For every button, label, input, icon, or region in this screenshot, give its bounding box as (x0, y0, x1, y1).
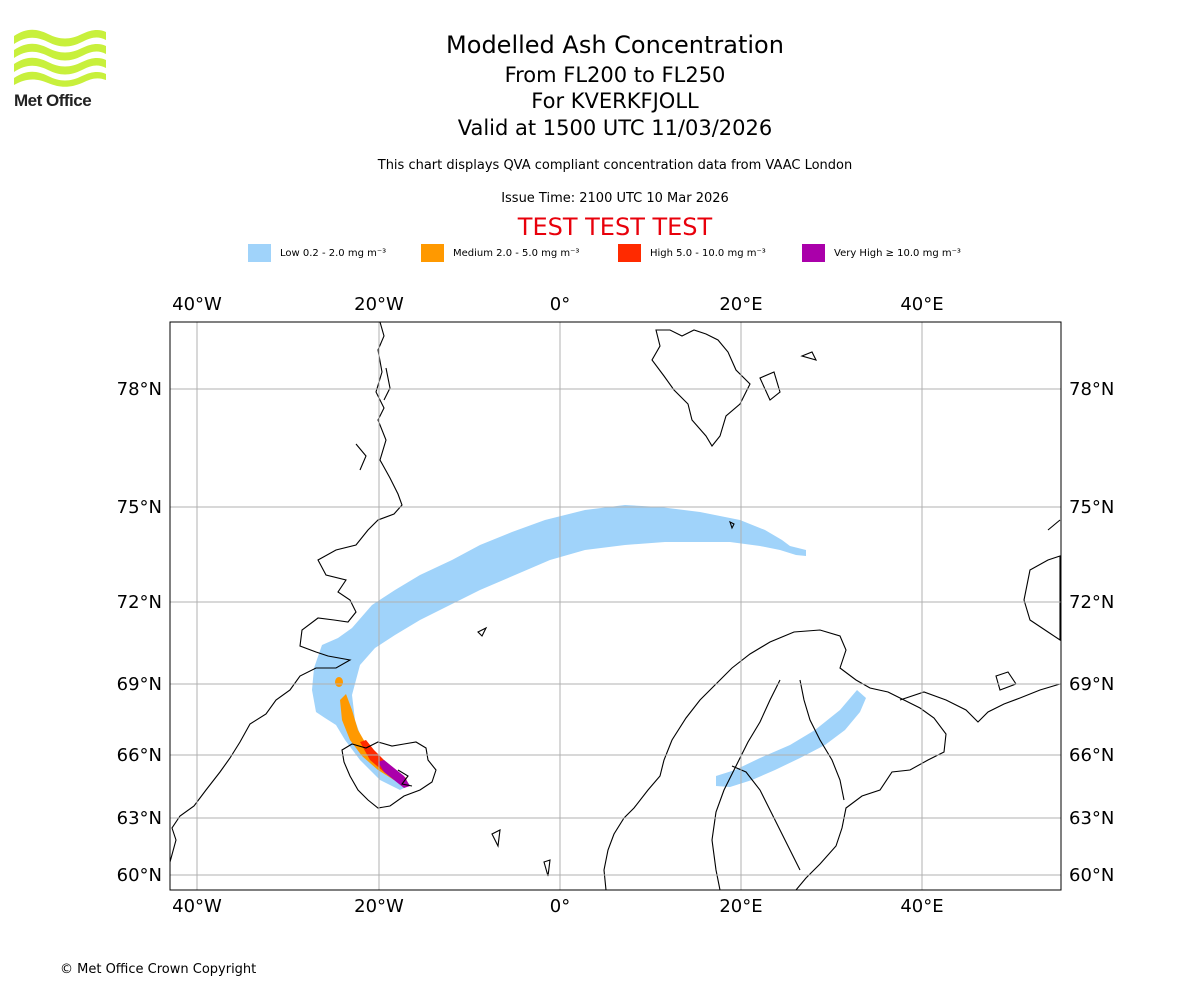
map-frame (169, 321, 1062, 891)
coastline-iceland (341, 741, 437, 809)
legend-item-high: High 5.0 - 10.0 mg m⁻³ (618, 244, 766, 262)
lon-label-top-40e: 40°E (900, 294, 943, 315)
lat-label-left-63n: 63°N (117, 808, 162, 829)
valid-time: Valid at 1500 UTC 11/03/2026 (457, 116, 773, 140)
lat-label-left-60n: 60°N (117, 865, 162, 886)
coastline-faroe (491, 829, 501, 848)
ash-plume-medium-spot (335, 677, 343, 687)
lon-label-bottom-20w: 20°W (354, 896, 404, 917)
lat-label-left-75n: 75°N (117, 497, 162, 518)
coastline-novaya-zemlya (1023, 555, 1061, 642)
coastline-kolguyev (995, 671, 1017, 691)
map-content (170, 322, 1061, 890)
legend-label-very-high: Very High ≥ 10.0 mg m⁻³ (834, 247, 961, 259)
lat-label-right-69n: 69°N (1069, 674, 1114, 695)
lat-label-left-78n: 78°N (117, 379, 162, 400)
border-sweden-finland (799, 679, 845, 801)
lat-label-right-66n: 66°N (1069, 745, 1114, 766)
coastline-jan-mayen (477, 626, 488, 637)
lat-label-right-72n: 72°N (1069, 592, 1114, 613)
lon-label-top-40w: 40°W (172, 294, 222, 315)
copyright-notice: © Met Office Crown Copyright (60, 962, 257, 977)
logo-text: Met Office (14, 91, 92, 110)
chart-title: Modelled Ash Concentration (446, 31, 784, 59)
coastline-greenland (170, 322, 403, 863)
legend-item-low: Low 0.2 - 2.0 mg m⁻³ (248, 244, 386, 262)
legend-label-high: High 5.0 - 10.0 mg m⁻³ (650, 247, 766, 259)
legend-item-medium: Medium 2.0 - 5.0 mg m⁻³ (421, 244, 579, 262)
gridlines (170, 322, 1061, 890)
ash-plume-very-high (378, 760, 410, 788)
coastline-svalbard-east (759, 371, 781, 401)
concentration-legend: Low 0.2 - 2.0 mg m⁻³ Medium 2.0 - 5.0 mg… (0, 244, 1200, 264)
coastline-bear-island (729, 520, 735, 530)
lat-label-left-69n: 69°N (117, 674, 162, 695)
lat-label-right-78n: 78°N (1069, 379, 1114, 400)
lon-label-top-0: 0° (550, 294, 570, 315)
ash-plume-low (312, 505, 806, 790)
coastline-novaya-zemlya-north (1047, 519, 1061, 531)
legend-label-low: Low 0.2 - 2.0 mg m⁻³ (280, 247, 387, 259)
legend-item-very-high: Very High ≥ 10.0 mg m⁻³ (802, 244, 961, 262)
lat-label-left-72n: 72°N (117, 592, 162, 613)
coastline-shetland (543, 859, 551, 877)
lat-label-left-66n: 66°N (117, 745, 162, 766)
test-banner: TEST TEST TEST (517, 213, 713, 241)
lon-label-bottom-40e: 40°E (900, 896, 943, 917)
legend-swatch-very-high (802, 244, 825, 262)
coastline-kola (899, 683, 1061, 723)
met-office-logo-icon (14, 29, 106, 87)
border-norway-sweden (711, 679, 781, 890)
coastline-svalbard (651, 329, 751, 447)
coastline-greenland-fjord (355, 443, 367, 471)
coastline-scandinavia (603, 629, 947, 890)
lon-label-bottom-0: 0° (550, 896, 570, 917)
coastline-kvitoya (800, 351, 818, 361)
lon-label-top-20w: 20°W (354, 294, 404, 315)
lat-label-right-63n: 63°N (1069, 808, 1114, 829)
chart-description: This chart displays QVA compliant concen… (377, 158, 853, 173)
volcano-name: For KVERKFJOLL (531, 89, 699, 113)
issue-time: Issue Time: 2100 UTC 10 Mar 2026 (501, 191, 729, 206)
lat-label-right-75n: 75°N (1069, 497, 1114, 518)
coastline-gulf-of-bothnia (731, 765, 801, 871)
ash-plume-low-east (716, 690, 866, 787)
lon-label-bottom-20e: 20°E (719, 896, 762, 917)
legend-swatch-low (248, 244, 271, 262)
legend-swatch-medium (421, 244, 444, 262)
lon-label-top-20e: 20°E (719, 294, 762, 315)
coastline-greenland-island (383, 367, 391, 401)
coastlines (170, 322, 1061, 890)
lon-label-bottom-40w: 40°W (172, 896, 222, 917)
legend-label-medium: Medium 2.0 - 5.0 mg m⁻³ (453, 247, 580, 259)
legend-swatch-high (618, 244, 641, 262)
lat-label-right-60n: 60°N (1069, 865, 1114, 886)
kverkfjoll-marker (397, 769, 413, 787)
flight-level-range: From FL200 to FL250 (504, 63, 726, 87)
